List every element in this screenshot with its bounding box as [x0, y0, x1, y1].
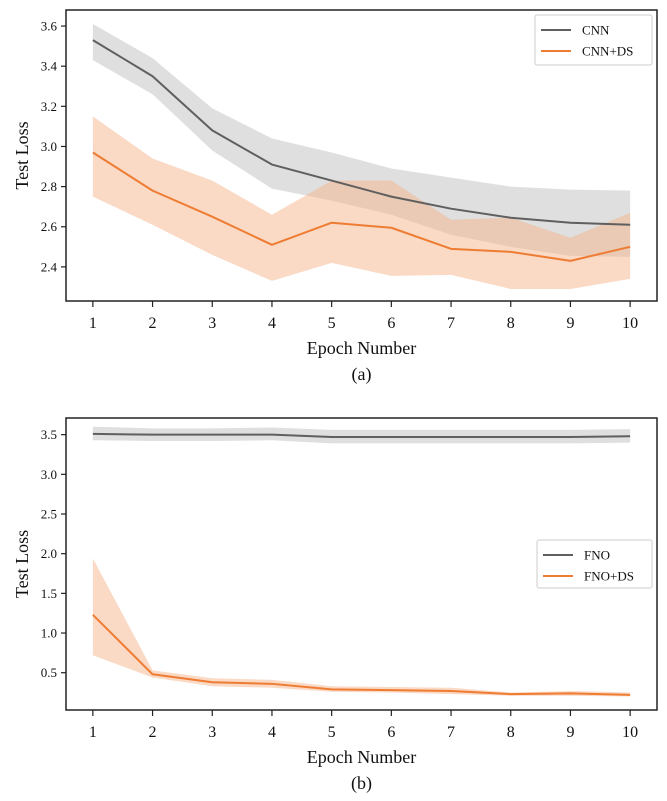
fno-confidence-band — [92, 426, 631, 444]
x-tick-label: 10 — [622, 724, 638, 741]
y-tick-label: 3.2 — [41, 99, 57, 114]
x-tick-label: 7 — [447, 315, 455, 332]
cnn-ds-line — [92, 151, 631, 262]
panel-b-confidence-bands — [92, 426, 631, 697]
panel-b-frame — [65, 417, 658, 711]
x-tick-label: 2 — [149, 724, 157, 741]
y-tick-label: 1.0 — [41, 626, 57, 641]
y-tick-label: 2.0 — [41, 546, 57, 561]
legend-label-fno: FNO — [584, 548, 610, 563]
legend-label-cnn: CNN — [582, 23, 610, 38]
panel-b-x-ticks: 1 2 3 4 5 6 7 8 9 10 — [89, 710, 638, 741]
panel-a-y-ticks: 2.4 2.6 2.8 3.0 3.2 3.4 3.6 — [41, 19, 66, 274]
x-tick-label: 1 — [89, 315, 97, 332]
y-tick-label: 2.5 — [41, 507, 57, 522]
panel-b-y-ticks: 0.5 1.0 1.5 2.0 2.5 3.0 3.5 — [41, 427, 66, 680]
y-tick-label: 2.4 — [41, 259, 58, 274]
panel-a-frame — [65, 9, 658, 302]
x-tick-label: 1 — [89, 724, 97, 741]
x-tick-label: 6 — [387, 724, 395, 741]
x-tick-label: 3 — [208, 315, 216, 332]
x-tick-label: 10 — [622, 315, 638, 332]
panel-a-legend: CNN CNN+DS — [534, 14, 653, 66]
fno-ds-line — [92, 614, 631, 696]
y-tick-label: 2.8 — [41, 179, 57, 194]
legend-box — [534, 14, 653, 66]
x-tick-label: 3 — [208, 724, 216, 741]
panel-b-x-axis-label: Epoch Number — [307, 747, 416, 767]
legend-label-cnn-ds: CNN+DS — [582, 44, 633, 59]
legend-label-fno-ds: FNO+DS — [584, 569, 634, 584]
panel-b-caption: (b) — [351, 773, 372, 794]
x-tick-label: 5 — [328, 315, 336, 332]
x-tick-label: 8 — [507, 315, 515, 332]
x-tick-label: 4 — [268, 724, 276, 741]
panel-b-series-lines — [92, 432, 631, 696]
panel-b-y-axis-label: Test Loss — [12, 530, 32, 598]
panel-a-x-ticks: 1 2 3 4 5 6 7 8 9 10 — [89, 301, 638, 332]
x-tick-label: 7 — [447, 724, 455, 741]
cnn-ds-confidence-band — [92, 116, 631, 289]
x-tick-label: 2 — [149, 315, 157, 332]
cnn-line — [92, 39, 631, 226]
x-tick-label: 6 — [387, 315, 395, 332]
fno-line — [92, 432, 631, 439]
panel-b-legend: FNO FNO+DS — [536, 539, 653, 589]
y-tick-label: 3.0 — [41, 139, 57, 154]
panel-a-caption: (a) — [352, 364, 372, 385]
x-tick-label: 8 — [507, 724, 515, 741]
panel-a-series-lines — [92, 39, 631, 262]
y-tick-label: 3.0 — [41, 467, 57, 482]
y-tick-label: 1.5 — [41, 586, 57, 601]
y-tick-label: 3.4 — [41, 59, 58, 74]
x-tick-label: 5 — [328, 724, 336, 741]
cnn-confidence-band — [92, 24, 631, 257]
panel-a-y-axis-label: Test Loss — [12, 121, 32, 189]
panel-a-x-axis-label: Epoch Number — [307, 338, 416, 358]
x-tick-label: 9 — [566, 724, 574, 741]
x-tick-label: 4 — [268, 315, 276, 332]
y-tick-label: 3.6 — [41, 19, 58, 34]
panel-a: 2.4 2.6 2.8 3.0 3.2 3.4 3.6 1 2 3 4 5 6 7 8 9 10 Epoch … — [12, 9, 658, 385]
x-tick-label: 9 — [566, 315, 574, 332]
y-tick-label: 3.5 — [41, 427, 57, 442]
y-tick-label: 2.6 — [41, 219, 58, 234]
panel-a-confidence-bands — [92, 24, 631, 289]
y-tick-label: 0.5 — [41, 665, 57, 680]
panel-b: 0.5 1.0 1.5 2.0 2.5 3.0 3.5 1 2 3 4 5 6 7 8 9 10 Epoch … — [12, 417, 658, 794]
